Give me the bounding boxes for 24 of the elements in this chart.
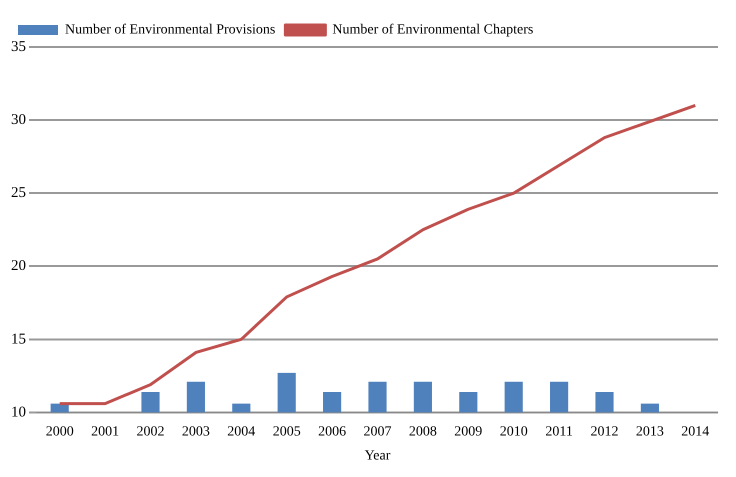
x-tick-label: 2002 <box>136 424 164 440</box>
y-tick-label: 35 <box>11 38 26 55</box>
legend-label: Number of Environmental Chapters <box>332 22 534 38</box>
x-axis-title: Year <box>364 448 391 464</box>
x-tick-label: 2009 <box>454 424 482 440</box>
x-tick-label: 2004 <box>227 424 256 440</box>
legend-label: Number of Environmental Provisions <box>65 22 276 38</box>
y-tick-label: 15 <box>11 331 26 348</box>
x-tick-label: 2008 <box>408 424 437 440</box>
y-tick-label: 10 <box>11 404 26 420</box>
x-tick-label: 2007 <box>364 424 392 440</box>
x-tick-label: 2011 <box>545 424 573 440</box>
y-tick-label: 30 <box>11 112 26 128</box>
x-tick-label: 2003 <box>182 424 210 440</box>
x-tick-label: 2013 <box>636 424 664 440</box>
x-tick-label: 2010 <box>500 424 528 440</box>
x-tick-label: 2001 <box>91 424 120 440</box>
x-tick-label: 2012 <box>590 424 618 440</box>
y-tick-label: 25 <box>11 185 26 202</box>
x-tick-label: 2005 <box>272 424 301 440</box>
x-tick-label: 2006 <box>318 424 346 440</box>
x-tick-label: 2014 <box>681 424 710 440</box>
x-tick-label: 2000 <box>46 424 74 440</box>
y-tick-label: 20 <box>11 258 26 274</box>
